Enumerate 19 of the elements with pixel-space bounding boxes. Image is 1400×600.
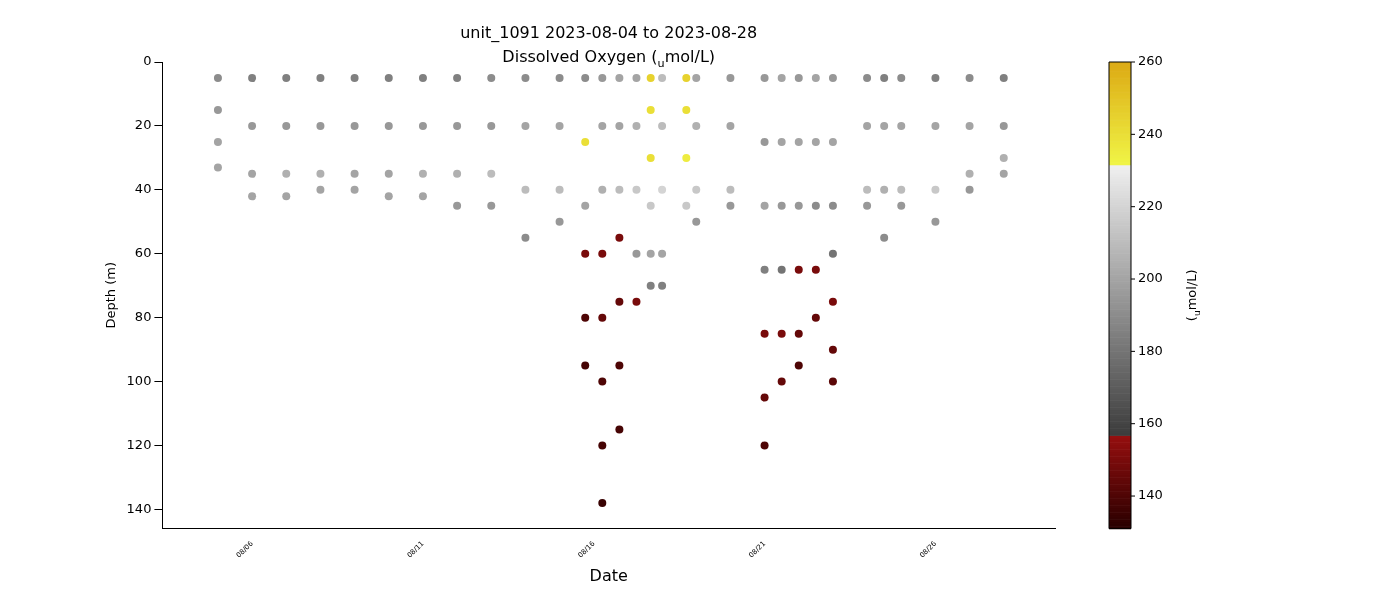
chart-title: unit_1091 2023-08-04 to 2023-08-28 [460,23,758,44]
color-bar-title: (umol/L) [1184,269,1202,322]
color-bar-label: 180 [1138,342,1163,358]
y-tick-label: 120 [126,436,152,452]
y-tick-label: 60 [134,245,152,261]
color-bar-label: 160 [1138,415,1163,431]
x-axis-title: Date [589,565,628,585]
y-tick-label: 0 [143,53,152,69]
y-tick-label: 40 [134,181,152,197]
color-bar-label: 140 [1138,487,1163,503]
color-bar-label: 200 [1138,270,1163,286]
y-tick-label: 140 [126,500,152,516]
y-tick-label: 20 [134,117,152,133]
color-bar-label: 240 [1138,125,1163,141]
y-tick-label: 80 [134,309,152,325]
color-bar-label: 220 [1138,198,1163,214]
y-tick-label: 100 [126,372,152,388]
y-axis-title: Depth (m) [103,262,119,329]
color-bar-label: 260 [1138,53,1163,69]
